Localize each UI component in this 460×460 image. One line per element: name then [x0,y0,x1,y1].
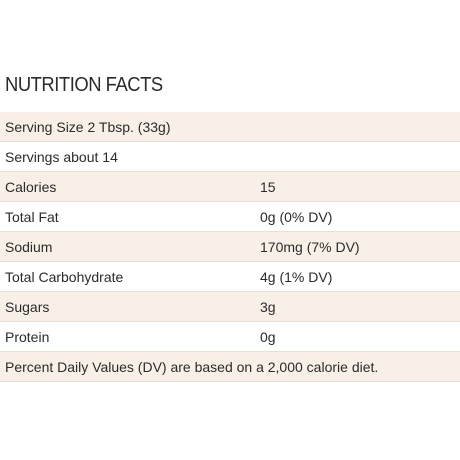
table-row: Total Carbohydrate 4g (1% DV) [0,261,460,292]
table-row: Calories 15 [0,171,460,202]
table-row: Servings about 14 [0,141,460,172]
table-cell: 4g (1% DV) [260,261,460,292]
table-cell: 0g [260,321,460,352]
table-cell: Servings about 14 [0,141,460,172]
table-cell: Total Carbohydrate [0,261,260,292]
table-cell: 3g [260,291,460,322]
nutrition-table: Serving Size 2 Tbsp. (33g) Servings about… [0,112,460,382]
table-cell: Calories [0,171,260,202]
table-cell: Total Fat [0,201,260,232]
table-cell: 15 [260,171,460,202]
table-cell: Sodium [0,231,260,262]
table-cell: 0g (0% DV) [260,201,460,232]
table-row: Serving Size 2 Tbsp. (33g) [0,112,460,142]
table-cell: 170mg (7% DV) [260,231,460,262]
table-cell: Protein [0,321,260,352]
title: NUTRITION FACTS [5,74,163,96]
table-cell: Percent Daily Values (DV) are based on a… [0,351,460,382]
table-row: Percent Daily Values (DV) are based on a… [0,351,460,382]
table-row: Protein 0g [0,321,460,352]
table-row: Total Fat 0g (0% DV) [0,201,460,232]
table-cell: Sugars [0,291,260,322]
table-cell: Serving Size 2 Tbsp. (33g) [0,112,460,142]
table-row: Sodium 170mg (7% DV) [0,231,460,262]
table-row: Sugars 3g [0,291,460,322]
